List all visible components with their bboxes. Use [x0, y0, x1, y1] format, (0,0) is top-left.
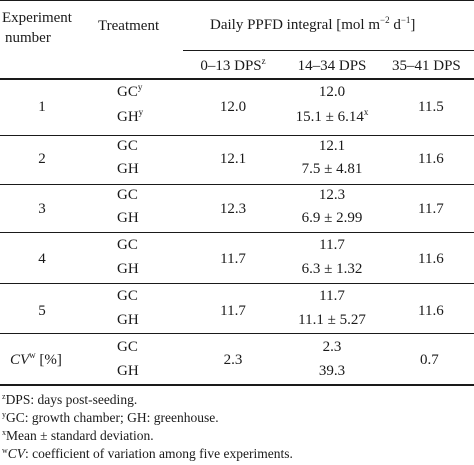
value-col3: 0.7 — [420, 352, 439, 368]
experiment-number: 4 — [38, 251, 46, 267]
value-col2-gh: 6.9 ± 2.99 — [301, 210, 363, 226]
treatment-gc: GC — [117, 288, 138, 304]
table-top-rule — [0, 0, 474, 1]
treatment-gc: GC — [117, 339, 138, 355]
treatment-gh: GH — [117, 161, 139, 177]
header-treatment: Treatment — [98, 18, 160, 34]
header-experiment: Experiment — [2, 10, 72, 26]
value-col1: 12.3 — [219, 201, 247, 217]
value-col2-gh: 7.5 ± 4.81 — [301, 161, 363, 177]
row-divider — [0, 135, 474, 136]
value-col2-gc: 12.1 — [318, 138, 346, 154]
row-divider — [0, 333, 474, 334]
treatment-gc: GC — [117, 187, 138, 203]
experiment-number: 5 — [38, 303, 46, 319]
value-col2-gc: 12.3 — [318, 187, 346, 203]
header-number: number — [5, 30, 51, 46]
value-col3: 11.6 — [418, 151, 444, 167]
treatment-gh: GH — [117, 210, 139, 226]
value-col2-gh: 39.3 — [318, 363, 346, 379]
footnote: zDPS: days post-seeding. — [2, 392, 138, 407]
experiment-number: 3 — [38, 201, 46, 217]
treatment-gc: GC — [117, 138, 138, 154]
treatment-gc: GC — [117, 237, 138, 253]
value-col2-gc: 11.7 — [319, 237, 345, 253]
header-subrule — [183, 50, 474, 51]
value-col2-gh: 11.1 ± 5.27 — [298, 312, 366, 328]
footnote: wCV: coefficient of variation among five… — [2, 446, 293, 461]
value-col2-gc: 2.3 — [322, 339, 342, 355]
value-col2-gc: 12.0 — [318, 84, 346, 100]
value-col1: 11.7 — [220, 303, 246, 319]
value-col2-gc: 11.7 — [319, 288, 345, 304]
value-col3: 11.7 — [418, 201, 444, 217]
footnote: xMean ± standard deviation. — [2, 428, 154, 443]
value-col2-gh: 15.1 ± 6.14x — [295, 107, 369, 126]
header-col3: 35–41 DPS — [392, 58, 461, 74]
treatment-gh: GH — [117, 363, 139, 379]
value-col3: 11.6 — [418, 303, 444, 319]
value-col1: 12.0 — [219, 99, 247, 115]
value-col3: 11.5 — [418, 99, 444, 115]
value-col2-gh: 6.3 ± 1.32 — [301, 261, 363, 277]
row-divider — [0, 232, 474, 233]
header-bottom-rule — [0, 78, 474, 80]
experiment-number: 2 — [38, 151, 46, 167]
value-col1: 11.7 — [220, 251, 246, 267]
header-col1: 0–13 DPSz — [200, 56, 266, 75]
treatment-gc: GCy — [117, 82, 143, 101]
cv-label: CVw [%] — [10, 350, 62, 369]
treatment-gh: GH — [117, 261, 139, 277]
header-ppfd: Daily PPFD integral [mol m−2 d−1] — [210, 15, 416, 34]
row-divider — [0, 283, 474, 284]
treatment-gh: GH — [117, 312, 139, 328]
treatment-gh: GHy — [117, 107, 144, 126]
value-col1: 12.1 — [219, 151, 247, 167]
experiment-number: 1 — [38, 99, 46, 115]
table-bottom-rule — [0, 384, 474, 386]
footnote: yGC: growth chamber; GH: greenhouse. — [2, 410, 219, 425]
value-col3: 11.6 — [418, 251, 444, 267]
row-divider — [0, 184, 474, 185]
value-col1: 2.3 — [223, 352, 243, 368]
header-col2: 14–34 DPS — [297, 58, 367, 74]
